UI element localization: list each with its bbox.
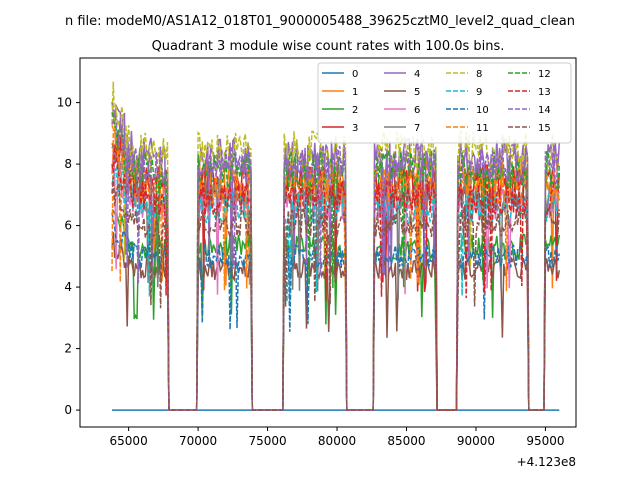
legend-label: 10 <box>476 105 489 116</box>
y-tick-label: 2 <box>64 342 72 356</box>
y-axis: 0 2 4 6 8 10 <box>57 96 80 417</box>
legend-label: 2 <box>352 105 358 116</box>
legend-label: 15 <box>538 123 551 134</box>
x-tick-label: 95000 <box>526 434 564 448</box>
y-tick-label: 8 <box>64 157 72 171</box>
x-tick-label: 90000 <box>457 434 495 448</box>
x-axis: 65000 70000 75000 80000 85000 90000 95000 <box>110 427 565 448</box>
legend-label: 12 <box>538 69 551 80</box>
x-tick-label: 65000 <box>110 434 148 448</box>
legend-label: 1 <box>352 87 358 98</box>
x-tick-label: 80000 <box>318 434 356 448</box>
y-tick-label: 6 <box>64 219 72 233</box>
plot-frame <box>79 57 577 428</box>
x-offset-label: +4.123e8 <box>517 455 576 469</box>
legend-label: 0 <box>352 69 358 80</box>
x-tick-label: 70000 <box>179 434 217 448</box>
figure-suptitle: n file: modeM0/AS1A12_018T01_9000005488_… <box>65 14 575 29</box>
legend-label: 7 <box>414 123 420 134</box>
x-tick-label: 75000 <box>248 434 286 448</box>
legend-label: 9 <box>476 87 482 98</box>
legend-box <box>317 62 572 144</box>
legend-label: 8 <box>476 69 482 80</box>
legend-label: 14 <box>538 105 551 116</box>
legend-label: 6 <box>414 105 420 116</box>
legend-label: 3 <box>352 123 358 134</box>
x-tick-label: 85000 <box>387 434 425 448</box>
legend-label: 5 <box>414 87 420 98</box>
legend-label: 13 <box>538 87 551 98</box>
y-tick-label: 0 <box>64 403 72 417</box>
chart-title: Quadrant 3 module wise count rates with … <box>152 39 505 54</box>
series-line-15 <box>111 176 561 411</box>
legend-label: 4 <box>414 69 420 80</box>
y-tick-label: 4 <box>64 280 72 294</box>
legend-label: 11 <box>476 123 489 134</box>
y-tick-label: 10 <box>57 96 72 110</box>
